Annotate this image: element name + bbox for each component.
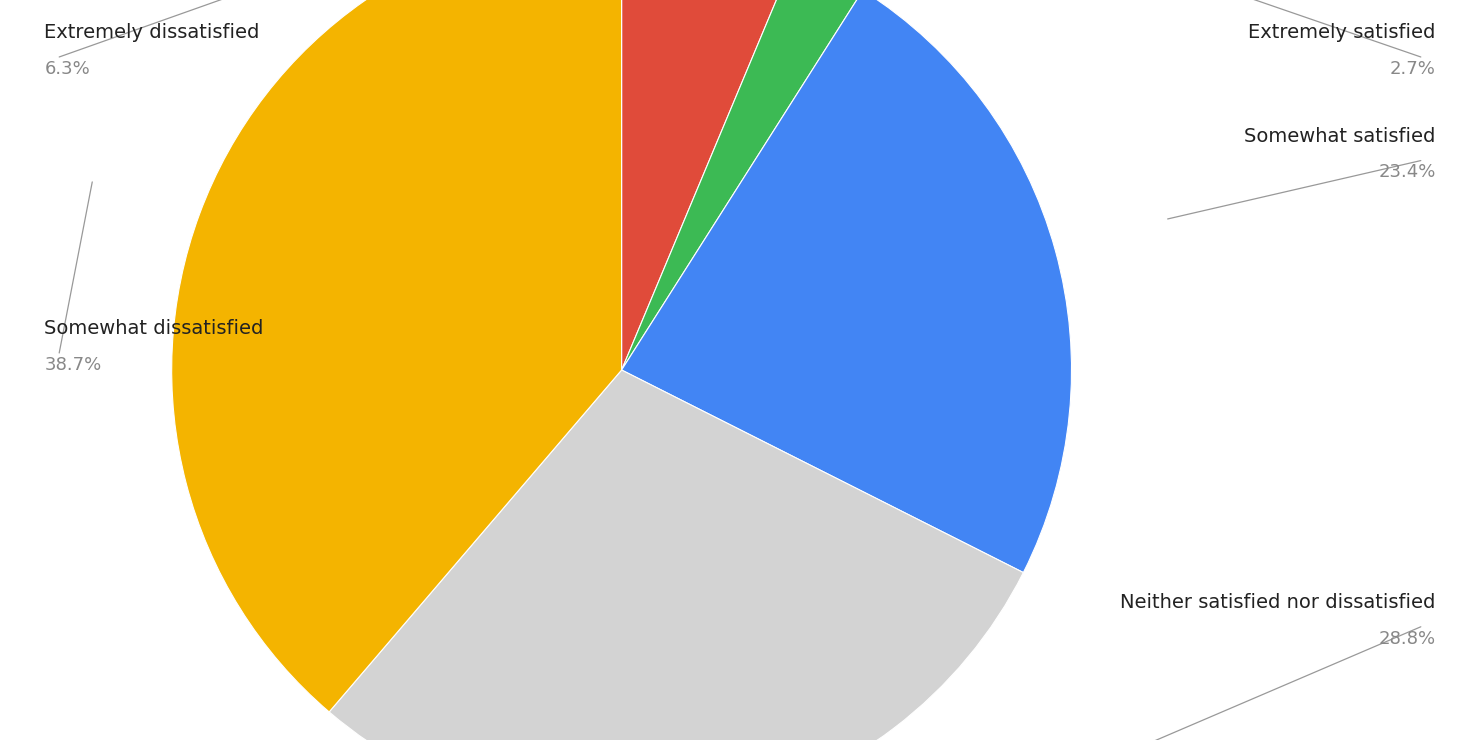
Text: 2.7%: 2.7% xyxy=(1390,60,1436,78)
Text: Neither satisfied nor dissatisfied: Neither satisfied nor dissatisfied xyxy=(1120,593,1436,612)
Text: 6.3%: 6.3% xyxy=(44,60,90,78)
Text: Somewhat satisfied: Somewhat satisfied xyxy=(1245,127,1436,146)
Wedge shape xyxy=(622,0,795,370)
Text: 38.7%: 38.7% xyxy=(44,356,102,374)
Text: Somewhat dissatisfied: Somewhat dissatisfied xyxy=(44,319,263,338)
Wedge shape xyxy=(622,0,863,370)
Text: 23.4%: 23.4% xyxy=(1378,164,1436,181)
Wedge shape xyxy=(622,0,1072,573)
Text: 28.8%: 28.8% xyxy=(1378,630,1436,648)
Wedge shape xyxy=(172,0,622,712)
Text: Extremely dissatisfied: Extremely dissatisfied xyxy=(44,23,260,42)
Text: Extremely satisfied: Extremely satisfied xyxy=(1248,23,1436,42)
Wedge shape xyxy=(329,370,1023,740)
